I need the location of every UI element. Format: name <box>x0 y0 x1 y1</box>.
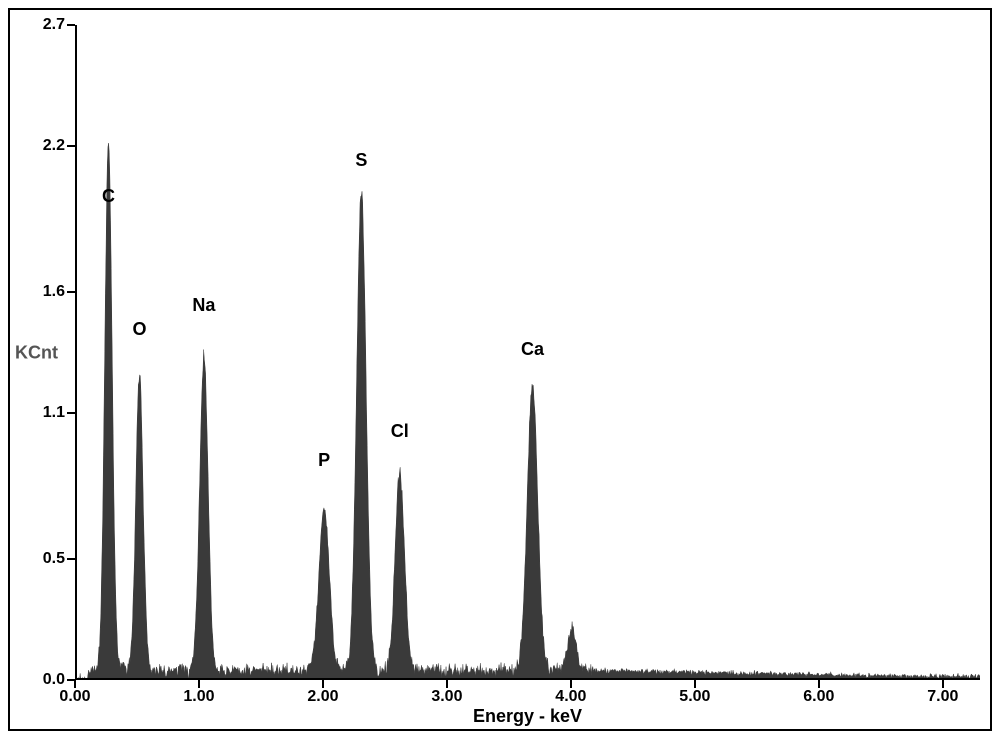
y-tick-label: 1.1 <box>43 404 65 422</box>
peak-label-na: Na <box>192 295 215 316</box>
y-axis-title: KCnt <box>15 342 58 363</box>
x-tick-label: 5.00 <box>679 688 710 706</box>
x-tick-label: 7.00 <box>927 688 958 706</box>
x-tick <box>694 680 696 688</box>
x-tick-label: 6.00 <box>803 688 834 706</box>
y-tick-label: 2.2 <box>43 137 65 155</box>
x-tick-label: 3.00 <box>431 688 462 706</box>
x-tick <box>322 680 324 688</box>
y-tick <box>67 558 75 560</box>
x-tick-label: 4.00 <box>555 688 586 706</box>
x-tick <box>446 680 448 688</box>
x-tick-label: 1.00 <box>183 688 214 706</box>
x-tick <box>74 680 76 688</box>
y-tick-label: 1.6 <box>43 283 65 301</box>
x-tick <box>942 680 944 688</box>
x-tick-label: 0.00 <box>59 688 90 706</box>
y-tick-label: 0.0 <box>43 671 65 689</box>
peak-label-o: O <box>132 319 146 340</box>
x-tick <box>818 680 820 688</box>
x-axis-line <box>75 678 980 680</box>
peak-label-ca: Ca <box>521 339 544 360</box>
y-tick <box>67 412 75 414</box>
y-tick <box>67 291 75 293</box>
peak-label-s: S <box>355 150 367 171</box>
peak-label-cl: Cl <box>391 421 409 442</box>
x-tick <box>570 680 572 688</box>
y-tick <box>67 145 75 147</box>
spectrum-fill <box>75 143 980 680</box>
y-tick <box>67 24 75 26</box>
peak-label-c: C <box>102 186 115 207</box>
y-tick-label: 0.5 <box>43 550 65 568</box>
y-tick <box>67 679 75 681</box>
peak-label-p: P <box>318 450 330 471</box>
x-axis-title: Energy - keV <box>473 706 582 727</box>
x-tick-label: 2.00 <box>307 688 338 706</box>
x-tick <box>198 680 200 688</box>
y-tick-label: 2.7 <box>43 16 65 34</box>
y-axis-line <box>75 25 77 680</box>
